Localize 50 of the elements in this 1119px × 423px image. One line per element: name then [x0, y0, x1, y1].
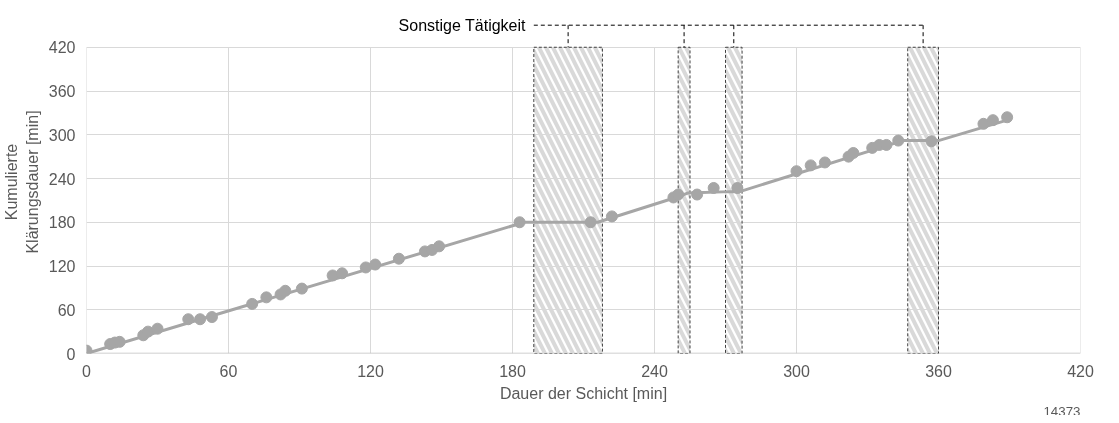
- point: [151, 322, 164, 335]
- y-tick-label: 360: [48, 83, 76, 100]
- x-axis-title: Dauer der Schicht [min]: [499, 384, 668, 402]
- y-tick-label: 240: [48, 170, 76, 188]
- point: [359, 261, 372, 274]
- x-tick-label: 0: [82, 362, 92, 380]
- point: [672, 188, 685, 201]
- point: [584, 216, 597, 229]
- x-tick-label: 180: [499, 362, 526, 380]
- x-tick-label: 120: [357, 362, 384, 380]
- y-tick-label: 420: [48, 39, 76, 57]
- y-tick-label: 0: [66, 345, 76, 363]
- point: [925, 135, 938, 148]
- text: 14373: [1043, 403, 1081, 419]
- point: [369, 258, 382, 271]
- point: [977, 117, 990, 130]
- y-tick-label: 120: [48, 258, 76, 275]
- y-tick-label: 60: [57, 301, 76, 319]
- point: [707, 181, 720, 194]
- point: [818, 156, 831, 169]
- x-tick-label: 60: [219, 362, 238, 380]
- point: [847, 146, 860, 159]
- x-tick-label: 420: [1067, 362, 1094, 380]
- x-tick-label: 360: [925, 362, 952, 380]
- point: [326, 269, 339, 282]
- point: [295, 282, 308, 295]
- point: [194, 313, 207, 326]
- band-label: Sonstige Tätigkeit: [398, 16, 527, 34]
- point: [246, 297, 259, 310]
- point: [260, 291, 273, 304]
- y-tick-label: 180: [48, 214, 76, 232]
- point: [605, 210, 618, 223]
- point: [892, 134, 905, 147]
- point: [513, 216, 526, 229]
- point: [986, 114, 999, 127]
- x-tick-label: 240: [641, 362, 668, 380]
- point: [392, 252, 405, 265]
- point: [1001, 111, 1014, 124]
- point: [336, 267, 349, 280]
- point: [691, 188, 704, 201]
- point: [182, 313, 195, 326]
- point: [804, 159, 817, 172]
- y-axis-title: Kumulierte Klärungsdauer [min]: [3, 110, 41, 254]
- point: [433, 240, 446, 253]
- y-tick-label: 300: [48, 126, 76, 144]
- point: [731, 181, 744, 194]
- point: [279, 284, 292, 297]
- point: [790, 165, 803, 178]
- point: [205, 311, 218, 324]
- x-tick-label: 300: [783, 362, 810, 380]
